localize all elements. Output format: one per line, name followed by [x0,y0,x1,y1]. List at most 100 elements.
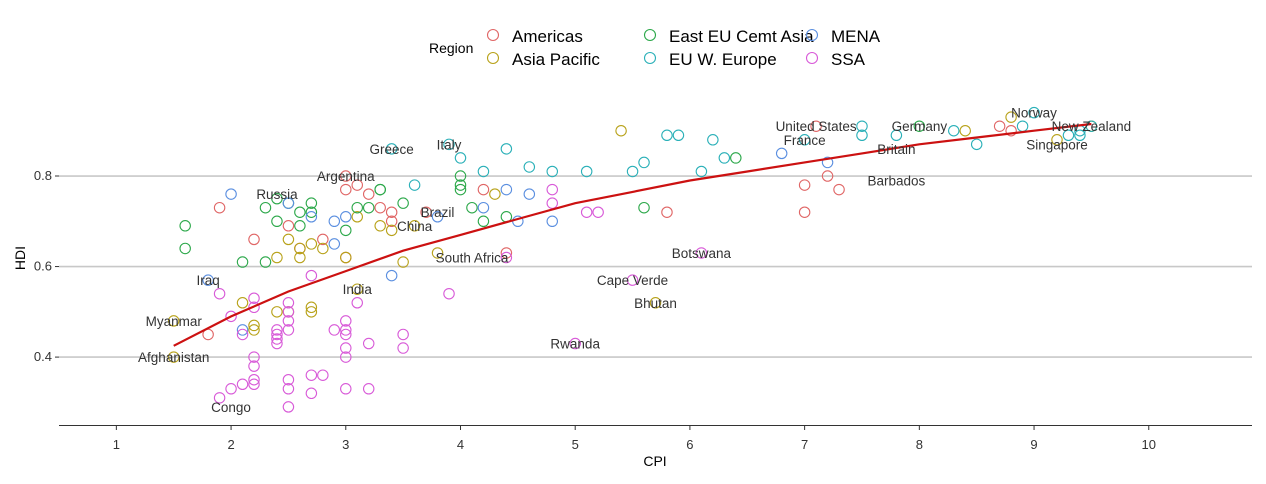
data-point [408,220,421,232]
data-point [959,124,971,137]
data-point [1028,106,1040,119]
data-point [248,351,260,363]
data-point [340,324,352,336]
data-point [362,188,375,200]
data-point [431,247,444,259]
data-point [798,134,811,146]
data-point [248,373,260,386]
data-point [340,170,352,182]
y-axis-ticks: 0.4 0.6 0.8 [34,168,59,364]
data-point [236,256,249,268]
data-point [649,297,662,309]
x-tick-label: 8 [916,437,923,452]
legend-key [486,28,500,42]
data-point [271,337,283,350]
data-point [362,383,375,395]
data-point [282,306,295,318]
data-point [615,124,627,137]
x-tick-label: 6 [686,437,693,452]
data-point [328,215,341,228]
x-tick-label: 2 [227,437,234,452]
data-point [340,383,352,395]
data-point [271,215,283,228]
point-label: Germany [892,119,948,134]
data-point [305,269,318,282]
data-point [626,165,639,178]
data-point [454,179,467,191]
grid-lines [59,175,1252,358]
y-tick-label: 0.4 [34,349,52,364]
legend-key [643,51,657,65]
y-tick-label: 0.8 [34,168,52,183]
data-point [970,138,983,151]
data-point [454,152,467,164]
data-point [282,373,295,386]
data-point [993,120,1006,132]
data-point [305,369,318,381]
data-point [385,206,398,218]
data-point [661,206,673,218]
data-point [248,378,260,391]
point-label: Rwanda [550,337,600,352]
data-point [500,143,513,155]
data-point [236,324,249,336]
data-point [695,165,708,178]
x-tick-label: 1 [113,437,120,452]
point-label: Iraq [196,273,219,288]
data-point [202,274,214,286]
data-point [340,328,352,341]
data-point [661,129,673,142]
data-point [305,387,318,400]
legend-key [643,28,657,42]
legend-label: East EU Cemt Asia [669,27,814,46]
data-point [282,324,295,336]
legend-label: MENA [831,27,881,46]
data-point [340,351,352,363]
point-label: Cape Verde [597,273,668,288]
data-point [305,211,318,223]
data-point [271,333,283,345]
data-point [500,247,513,259]
point-label: Greece [370,142,414,157]
data-point [856,129,868,142]
data-point [695,247,708,259]
data-point [466,201,478,214]
data-point [271,306,283,318]
data-point [351,201,363,214]
y-axis-label: HDI [12,246,28,270]
data-point [340,342,352,354]
x-tick-label: 3 [342,437,349,452]
data-point [340,211,352,223]
data-point [397,256,409,268]
point-label: China [397,219,433,234]
data-point [523,161,536,173]
data-point [248,292,260,304]
point-label: Afghanistan [138,350,209,365]
point-label: Myanmar [146,314,203,329]
data-point [271,324,283,336]
data-point [798,206,811,218]
data-point [707,134,719,146]
point-label: Italy [437,137,462,152]
data-point [225,310,237,323]
x-axis-label: CPI [643,453,666,469]
legend-label: EU W. Europe [669,50,777,69]
data-point [248,360,260,372]
data-point [305,206,318,218]
data-point [282,383,295,395]
data-point [259,201,272,214]
data-point [1074,129,1086,142]
data-point [477,201,490,214]
data-point [1051,134,1063,146]
data-point [569,337,581,350]
data-point [420,206,432,218]
data-point [546,183,559,196]
data-point [305,197,318,209]
data-point [546,215,559,228]
data-point [397,197,409,209]
data-point [385,224,398,237]
data-point [523,188,536,200]
legend-key [486,51,500,65]
data-point [340,315,352,327]
